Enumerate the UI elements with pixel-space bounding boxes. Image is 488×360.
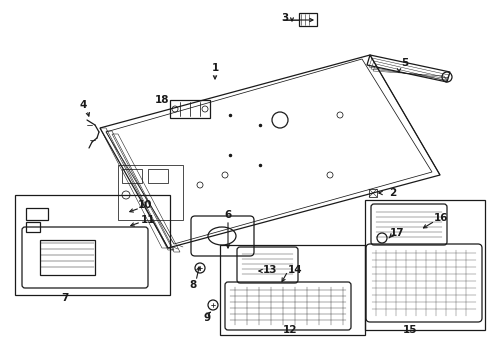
Text: 1: 1 <box>211 63 218 73</box>
Text: 11: 11 <box>141 215 155 225</box>
Text: 16: 16 <box>433 213 447 223</box>
Bar <box>368 189 376 197</box>
Text: 2: 2 <box>388 188 396 198</box>
Bar <box>298 13 316 26</box>
Bar <box>26 208 48 220</box>
Text: 12: 12 <box>282 325 297 335</box>
Text: 8: 8 <box>189 280 196 290</box>
Bar <box>148 169 168 183</box>
Bar <box>26 222 40 232</box>
Text: 18: 18 <box>154 95 169 105</box>
Text: 7: 7 <box>61 293 68 303</box>
Text: 3: 3 <box>281 13 288 23</box>
Text: 10: 10 <box>138 200 152 210</box>
Bar <box>220 245 364 335</box>
Bar <box>170 100 209 118</box>
Bar <box>15 195 170 295</box>
Text: 5: 5 <box>401 58 408 68</box>
Text: 6: 6 <box>224 210 231 220</box>
Bar <box>364 200 484 330</box>
Text: 17: 17 <box>389 228 404 238</box>
Text: 15: 15 <box>402 325 416 335</box>
Bar <box>122 169 142 183</box>
Text: 9: 9 <box>203 313 210 323</box>
Text: 13: 13 <box>262 265 277 275</box>
Text: 4: 4 <box>79 100 86 110</box>
Bar <box>40 240 95 275</box>
Bar <box>118 165 183 220</box>
Text: 14: 14 <box>287 265 302 275</box>
